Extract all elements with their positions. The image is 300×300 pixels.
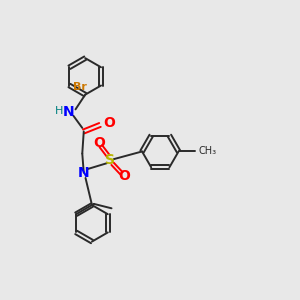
Text: Br: Br (73, 82, 87, 92)
Text: O: O (118, 169, 130, 183)
Text: N: N (63, 105, 75, 119)
Text: N: N (78, 166, 90, 180)
Text: O: O (93, 136, 105, 150)
Text: CH₃: CH₃ (198, 146, 216, 157)
Text: O: O (103, 116, 116, 130)
Text: H: H (55, 106, 63, 116)
Text: S: S (105, 153, 115, 167)
